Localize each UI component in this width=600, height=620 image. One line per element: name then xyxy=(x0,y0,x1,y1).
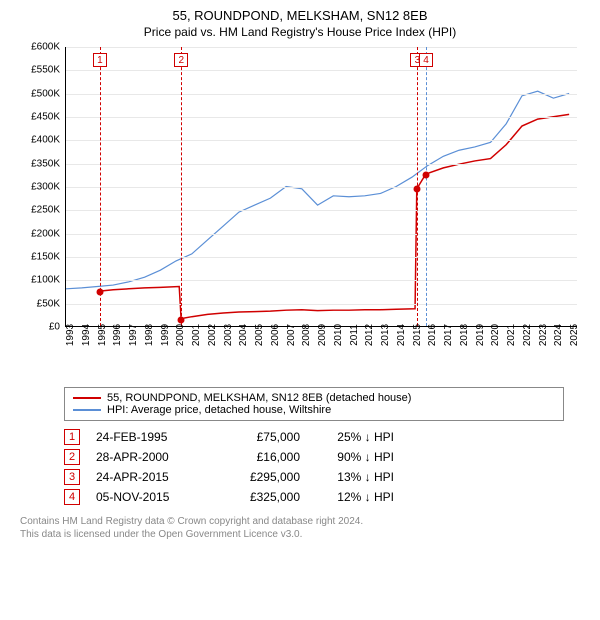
legend-label: HPI: Average price, detached house, Wilt… xyxy=(107,404,331,416)
event-number-box: 2 xyxy=(64,449,80,465)
event-date: 24-FEB-1995 xyxy=(96,430,206,444)
y-axis-label: £350K xyxy=(20,158,60,169)
event-date: 05-NOV-2015 xyxy=(96,490,206,504)
event-row: 3 24-APR-2015 £295,000 13% ↓ HPI xyxy=(64,469,592,485)
price-point-dot xyxy=(96,289,103,296)
event-price: £295,000 xyxy=(210,470,300,484)
y-axis-label: £500K xyxy=(20,88,60,99)
chart-subtitle: Price paid vs. HM Land Registry's House … xyxy=(8,25,592,39)
legend-box: 55, ROUNDPOND, MELKSHAM, SN12 8EB (detac… xyxy=(64,387,564,421)
event-pct: 13% ↓ HPI xyxy=(304,470,394,484)
plot-region: 1234 xyxy=(65,47,577,327)
price-point-dot xyxy=(414,186,421,193)
y-axis-label: £550K xyxy=(20,65,60,76)
legend-label: 55, ROUNDPOND, MELKSHAM, SN12 8EB (detac… xyxy=(107,392,411,404)
event-price: £16,000 xyxy=(210,450,300,464)
legend-swatch xyxy=(73,397,101,399)
event-row: 2 28-APR-2000 £16,000 90% ↓ HPI xyxy=(64,449,592,465)
event-row: 4 05-NOV-2015 £325,000 12% ↓ HPI xyxy=(64,489,592,505)
y-axis-label: £200K xyxy=(20,228,60,239)
y-axis-label: £150K xyxy=(20,252,60,263)
footer-line-1: Contains HM Land Registry data © Crown c… xyxy=(20,515,592,528)
y-axis-label: £50K xyxy=(20,298,60,309)
y-axis-label: £450K xyxy=(20,112,60,123)
event-marker-4: 4 xyxy=(419,53,433,67)
events-table: 1 24-FEB-1995 £75,000 25% ↓ HPI 2 28-APR-2000… xyxy=(64,429,592,505)
event-marker-1: 1 xyxy=(93,53,107,67)
event-pct: 12% ↓ HPI xyxy=(304,490,394,504)
event-date: 24-APR-2015 xyxy=(96,470,206,484)
event-price: £325,000 xyxy=(210,490,300,504)
price-point-dot xyxy=(178,316,185,323)
y-axis-label: £600K xyxy=(20,42,60,53)
y-axis-label: £250K xyxy=(20,205,60,216)
footer-line-2: This data is licensed under the Open Gov… xyxy=(20,528,592,541)
event-vline xyxy=(181,47,182,326)
event-date: 28-APR-2000 xyxy=(96,450,206,464)
y-axis-label: £400K xyxy=(20,135,60,146)
event-number-box: 3 xyxy=(64,469,80,485)
y-axis-label: £300K xyxy=(20,182,60,193)
event-vline xyxy=(100,47,101,326)
event-price: £75,000 xyxy=(210,430,300,444)
legend-item: HPI: Average price, detached house, Wilt… xyxy=(73,404,555,416)
x-axis-label: 2025 xyxy=(569,324,600,346)
event-number-box: 4 xyxy=(64,489,80,505)
legend-swatch xyxy=(73,409,101,411)
chart-title-address: 55, ROUNDPOND, MELKSHAM, SN12 8EB xyxy=(8,8,592,23)
event-number-box: 1 xyxy=(64,429,80,445)
price-point-dot xyxy=(422,172,429,179)
event-marker-2: 2 xyxy=(174,53,188,67)
chart-area: 1234 £0£50K£100K£150K£200K£250K£300K£350… xyxy=(20,47,580,357)
y-axis-label: £0 xyxy=(20,322,60,333)
footer-attribution: Contains HM Land Registry data © Crown c… xyxy=(20,515,592,541)
y-axis-label: £100K xyxy=(20,275,60,286)
event-row: 1 24-FEB-1995 £75,000 25% ↓ HPI xyxy=(64,429,592,445)
event-pct: 25% ↓ HPI xyxy=(304,430,394,444)
legend-item: 55, ROUNDPOND, MELKSHAM, SN12 8EB (detac… xyxy=(73,392,555,404)
event-pct: 90% ↓ HPI xyxy=(304,450,394,464)
event-vline xyxy=(426,47,427,326)
